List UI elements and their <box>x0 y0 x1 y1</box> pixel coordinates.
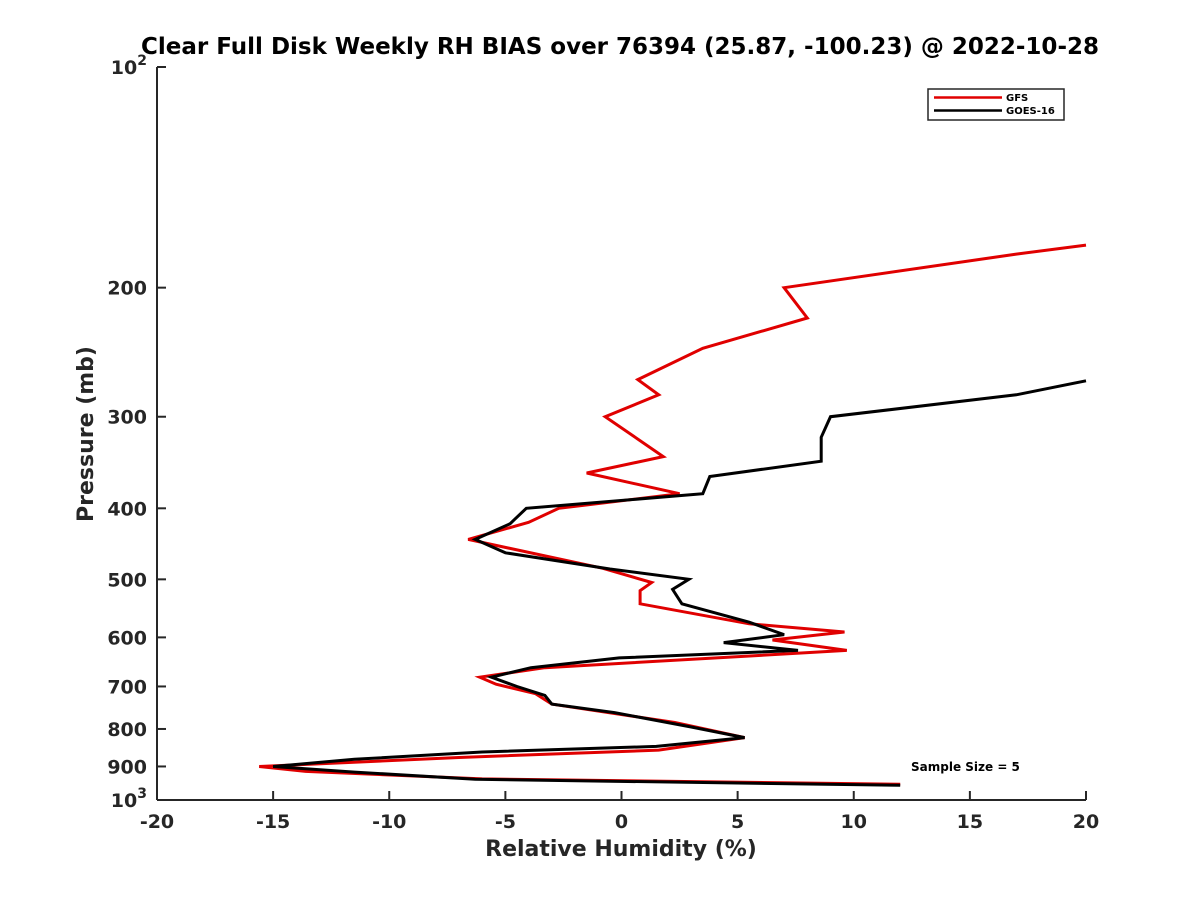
y-tick-exponent: 2 <box>137 53 147 69</box>
x-tick-label: -10 <box>372 811 406 833</box>
legend-box <box>927 88 1065 121</box>
x-tick-label: 10 <box>841 811 867 833</box>
y-tick-label: 800 <box>107 719 147 741</box>
y-tick-label: 200 <box>107 278 147 300</box>
x-tick-label: 20 <box>1073 811 1099 833</box>
x-tick-label: 0 <box>615 811 628 833</box>
legend-label-gfs: GFS <box>1006 93 1028 104</box>
x-axis-label: Relative Humidity (%) <box>485 837 757 862</box>
sample-size-annotation: Sample Size = 5 <box>911 760 1020 774</box>
series-line-goes16 <box>272 379 1087 787</box>
y-tick-exponent: 3 <box>137 786 147 802</box>
y-tick-base: 10 <box>111 57 137 79</box>
y-tick-label: 900 <box>107 756 147 778</box>
y-tick-label: 600 <box>107 627 147 649</box>
x-tick-label: 5 <box>731 811 744 833</box>
y-axis-label: Pressure (mb) <box>74 346 99 522</box>
chart-title: Clear Full Disk Weekly RH BIAS over 7639… <box>141 34 1099 60</box>
legend: GFS GOES-16 <box>927 88 1065 121</box>
y-tick-label: 400 <box>107 498 147 520</box>
y-tick-label: 700 <box>107 676 147 698</box>
x-tick-label: -15 <box>256 811 290 833</box>
legend-label-goes16: GOES-16 <box>1006 106 1055 117</box>
series-layer <box>259 243 1087 787</box>
plot-area <box>157 67 1086 800</box>
x-tick-label: -20 <box>140 811 174 833</box>
x-ticks: -20 -15 -10 -5 0 5 10 15 20 <box>140 791 1099 833</box>
y-tick-base: 10 <box>111 790 137 812</box>
y-tick-label: 500 <box>107 569 147 591</box>
y-tick-label: 102 <box>111 53 147 79</box>
y-tick-label: 103 <box>111 786 147 812</box>
x-tick-label: -5 <box>495 811 516 833</box>
x-tick-label: 15 <box>957 811 983 833</box>
y-tick-label: 300 <box>107 407 147 429</box>
